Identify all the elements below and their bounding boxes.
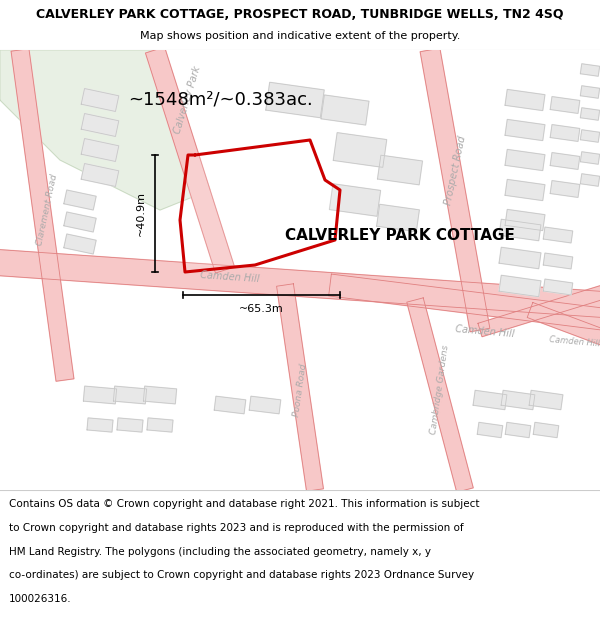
- Polygon shape: [505, 149, 545, 171]
- Polygon shape: [550, 181, 580, 198]
- Polygon shape: [147, 418, 173, 432]
- Polygon shape: [550, 124, 580, 141]
- Text: Camden Hill: Camden Hill: [200, 270, 260, 284]
- Polygon shape: [544, 279, 572, 295]
- Polygon shape: [580, 64, 599, 76]
- Polygon shape: [0, 50, 210, 210]
- Text: CALVERLEY PARK COTTAGE, PROSPECT ROAD, TUNBRIDGE WELLS, TN2 4SQ: CALVERLEY PARK COTTAGE, PROSPECT ROAD, T…: [36, 8, 564, 21]
- Polygon shape: [420, 48, 490, 332]
- Text: Prospect Road: Prospect Road: [443, 134, 467, 206]
- Polygon shape: [64, 190, 96, 210]
- Polygon shape: [550, 152, 580, 169]
- Polygon shape: [499, 248, 541, 269]
- Polygon shape: [527, 302, 600, 348]
- Polygon shape: [544, 253, 572, 269]
- Text: Cambridge Gardens: Cambridge Gardens: [429, 344, 451, 436]
- Polygon shape: [473, 391, 507, 409]
- Polygon shape: [11, 49, 74, 381]
- Polygon shape: [81, 114, 119, 136]
- Polygon shape: [87, 418, 113, 432]
- Text: Poona Road: Poona Road: [292, 363, 308, 417]
- Polygon shape: [505, 179, 545, 201]
- Polygon shape: [505, 209, 545, 231]
- Polygon shape: [477, 422, 503, 437]
- Text: Clarement Road: Clarement Road: [35, 173, 59, 247]
- Polygon shape: [145, 47, 235, 273]
- Polygon shape: [550, 97, 580, 113]
- Polygon shape: [214, 396, 246, 414]
- Polygon shape: [544, 227, 572, 243]
- Polygon shape: [478, 283, 600, 337]
- Polygon shape: [505, 119, 545, 141]
- Polygon shape: [329, 184, 380, 216]
- Polygon shape: [81, 89, 119, 111]
- Text: Camden Hill: Camden Hill: [455, 324, 515, 339]
- Polygon shape: [580, 152, 599, 164]
- Polygon shape: [580, 107, 599, 120]
- Polygon shape: [64, 234, 96, 254]
- Polygon shape: [321, 95, 369, 125]
- Text: Contains OS data © Crown copyright and database right 2021. This information is : Contains OS data © Crown copyright and d…: [9, 499, 479, 509]
- Polygon shape: [499, 275, 541, 297]
- Polygon shape: [81, 164, 119, 186]
- Polygon shape: [0, 249, 600, 318]
- Text: ~65.3m: ~65.3m: [239, 304, 284, 314]
- Polygon shape: [505, 89, 545, 111]
- Polygon shape: [407, 298, 473, 492]
- Text: to Crown copyright and database rights 2023 and is reproduced with the permissio: to Crown copyright and database rights 2…: [9, 523, 464, 533]
- Polygon shape: [64, 212, 96, 232]
- Polygon shape: [377, 204, 419, 232]
- Polygon shape: [377, 155, 422, 185]
- Polygon shape: [580, 86, 599, 98]
- Text: HM Land Registry. The polygons (including the associated geometry, namely x, y: HM Land Registry. The polygons (includin…: [9, 547, 431, 557]
- Polygon shape: [329, 274, 600, 331]
- Polygon shape: [499, 219, 541, 241]
- Polygon shape: [249, 396, 281, 414]
- Text: Camden Hill: Camden Hill: [549, 335, 600, 349]
- Text: ~1548m²/~0.383ac.: ~1548m²/~0.383ac.: [128, 91, 313, 109]
- Polygon shape: [505, 422, 531, 437]
- Polygon shape: [277, 284, 323, 491]
- Polygon shape: [113, 386, 146, 404]
- Text: ~40.9m: ~40.9m: [136, 191, 146, 236]
- Polygon shape: [117, 418, 143, 432]
- Polygon shape: [529, 391, 563, 409]
- Polygon shape: [501, 391, 535, 409]
- Text: Map shows position and indicative extent of the property.: Map shows position and indicative extent…: [140, 31, 460, 41]
- Polygon shape: [580, 130, 599, 142]
- Polygon shape: [266, 82, 324, 118]
- Polygon shape: [533, 422, 559, 437]
- Polygon shape: [143, 386, 176, 404]
- Polygon shape: [180, 140, 340, 272]
- Polygon shape: [83, 386, 116, 404]
- Polygon shape: [580, 174, 599, 186]
- Text: 100026316.: 100026316.: [9, 594, 71, 604]
- Text: CALVERLEY PARK COTTAGE: CALVERLEY PARK COTTAGE: [285, 228, 515, 242]
- Text: Calverley Park: Calverley Park: [173, 65, 203, 135]
- Text: co-ordinates) are subject to Crown copyright and database rights 2023 Ordnance S: co-ordinates) are subject to Crown copyr…: [9, 571, 474, 581]
- Polygon shape: [81, 139, 119, 161]
- Polygon shape: [333, 132, 387, 168]
